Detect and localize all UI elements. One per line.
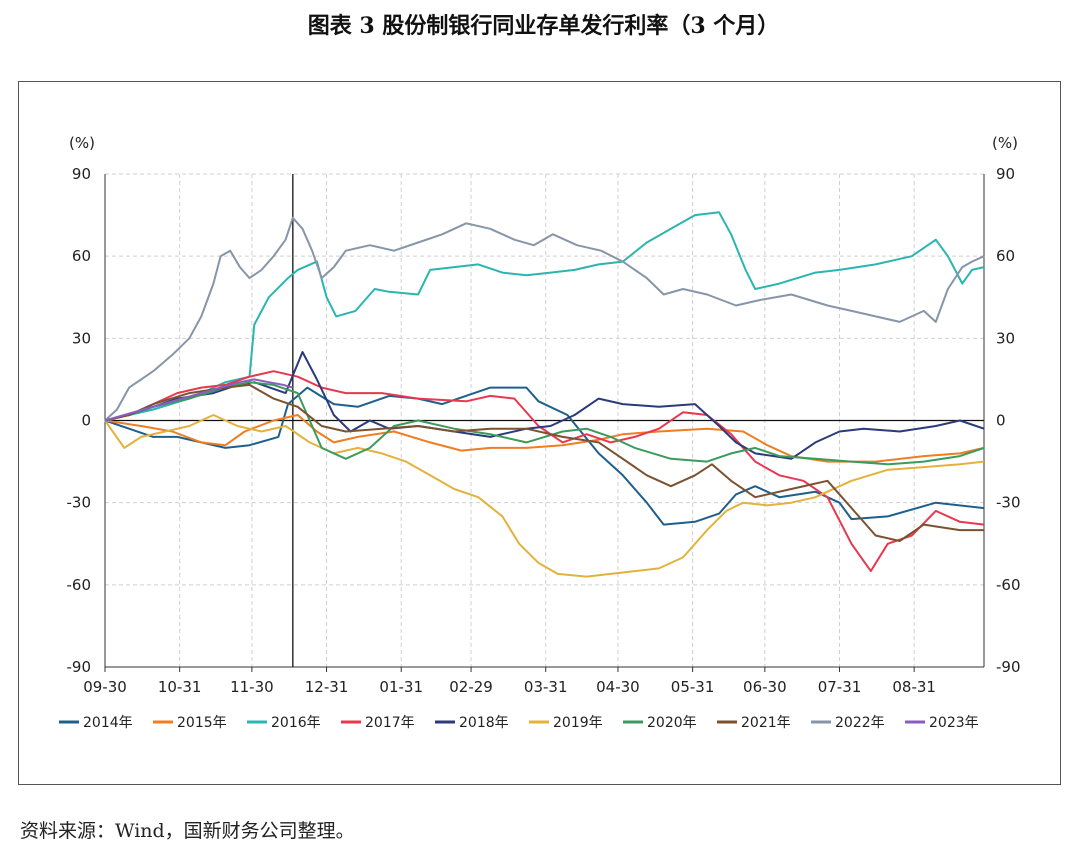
y-tick-label-right: 90 <box>996 165 1015 183</box>
x-tick-label: 11-30 <box>230 678 274 696</box>
x-tick-label: 03-31 <box>524 678 568 696</box>
figure-title: 图表 3 股份制银行同业存单发行利率（3 个月） <box>307 13 780 39</box>
series-line <box>104 378 294 422</box>
y-tick-label-right: -90 <box>996 658 1021 676</box>
y-tick-label-left: -60 <box>67 576 92 594</box>
legend-label: 2023年 <box>929 715 979 731</box>
series-line <box>104 383 984 542</box>
x-tick-label: 01-31 <box>379 678 423 696</box>
legend-label: 2015年 <box>177 715 227 731</box>
series-line <box>104 370 985 573</box>
y-tick-label-right: -30 <box>996 494 1021 512</box>
y-tick-label-right: 0 <box>996 412 1006 430</box>
x-tick-label: 12-31 <box>305 678 349 696</box>
legend-label: 2014年 <box>83 715 133 731</box>
y-tick-label-left: -30 <box>67 494 92 512</box>
y-tick-label-left: 90 <box>72 165 91 183</box>
series-line <box>104 414 985 578</box>
series-line <box>104 386 985 526</box>
legend-label: 2020年 <box>647 715 697 731</box>
legend-label: 2018年 <box>459 715 509 731</box>
series-line <box>104 351 985 460</box>
left-axis-unit: (%) <box>69 134 95 152</box>
x-tick-label: 05-31 <box>671 678 715 696</box>
y-tick-label-right: 30 <box>996 329 1015 347</box>
source-note: 资料来源：Wind，国新财务公司整理。 <box>20 820 355 842</box>
x-tick-label: 08-31 <box>892 678 936 696</box>
series-line <box>104 216 985 422</box>
y-tick-label-left: 60 <box>72 247 91 265</box>
x-tick-label: 02-29 <box>449 678 493 696</box>
right-axis-unit: (%) <box>992 134 1018 152</box>
y-tick-label-right: 60 <box>996 247 1015 265</box>
x-tick-label: 10-31 <box>158 678 202 696</box>
y-tick-label-left: 0 <box>81 412 91 430</box>
axis-layer: 90 90 60 60 30 30 0 0 -30 -30 -60 -60 -90 -90 09-30 10-… <box>67 165 1021 696</box>
series-line <box>104 414 985 463</box>
series-line <box>104 381 985 466</box>
x-tick-label: 07-31 <box>818 678 862 696</box>
chart-canvas: (%) (%) 90 90 60 60 30 30 0 0 -30 -30 -60 -60 -90 -90… <box>59 134 1021 731</box>
series-layer <box>104 211 985 578</box>
legend-label: 2016年 <box>271 715 321 731</box>
series-line <box>104 211 985 422</box>
x-tick-label: 09-30 <box>83 678 127 696</box>
legend-label: 2021年 <box>741 715 791 731</box>
x-tick-label: 06-30 <box>743 678 787 696</box>
y-tick-label-left: -90 <box>67 658 92 676</box>
legend-label: 2017年 <box>365 715 415 731</box>
legend-label: 2022年 <box>835 715 885 731</box>
legend: 2014年 2015年 2016年 2017年 2018年 2019年 2020年 2021年… <box>59 715 979 731</box>
chart-frame: (%) (%) 90 90 60 60 30 30 0 0 -30 -30 -60 -60 -90 -90… <box>18 81 1061 785</box>
x-tick-label: 04-30 <box>596 678 640 696</box>
y-tick-label-left: 30 <box>72 329 91 347</box>
legend-label: 2019年 <box>553 715 603 731</box>
y-tick-label-right: -60 <box>996 576 1021 594</box>
